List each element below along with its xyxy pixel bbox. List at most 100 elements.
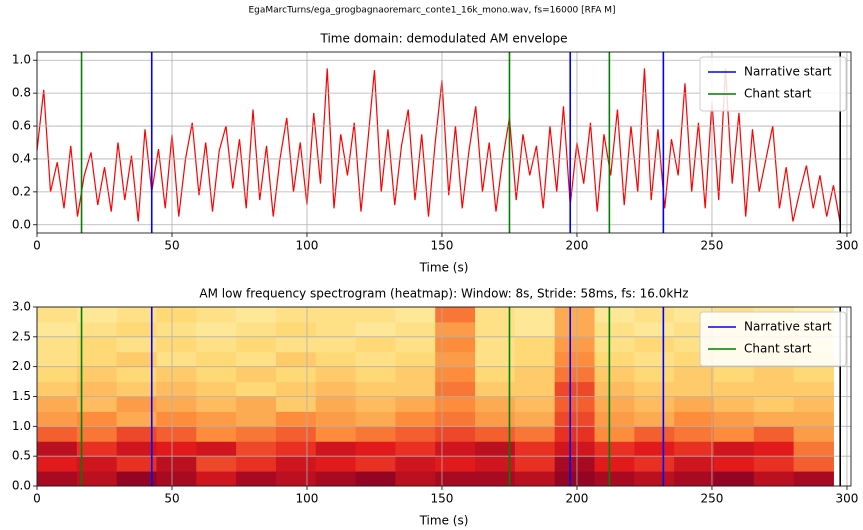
- heatmap-cell: [76, 336, 118, 353]
- heatmap-cell: [753, 366, 795, 383]
- heatmap-cell: [37, 426, 78, 442]
- heatmap-cell: [395, 456, 436, 472]
- heatmap-cell: [753, 396, 795, 412]
- heatmap-cell: [475, 441, 516, 457]
- heatmap-cell: [236, 336, 277, 353]
- heatmap-cell: [395, 381, 436, 397]
- heatmap-cell: [674, 426, 715, 442]
- heatmap-cell: [196, 351, 237, 368]
- heatmap-cell: [753, 426, 795, 442]
- heatmap-cell: [355, 426, 396, 442]
- legend-box: [699, 56, 847, 112]
- y-tick-label: 1.5: [12, 389, 31, 403]
- heatmap-cell: [554, 396, 596, 412]
- heatmap-cell: [196, 456, 237, 472]
- x-tick-label: 0: [33, 492, 41, 506]
- heatmap-cell: [395, 307, 436, 323]
- heatmap-cell: [713, 426, 755, 442]
- y-tick-label: 0.2: [12, 184, 31, 198]
- x-tick-label: 50: [164, 492, 179, 506]
- heatmap-cell: [156, 381, 197, 397]
- heatmap-cell: [236, 366, 277, 383]
- heatmap-cell: [37, 411, 78, 427]
- y-tick-label: 0.4: [12, 151, 31, 165]
- heatmap-cell: [156, 336, 197, 353]
- heatmap-cell: [514, 396, 556, 412]
- heatmap-cell: [355, 307, 396, 323]
- heatmap-cell: [236, 307, 277, 323]
- axes-frame: [36, 306, 852, 487]
- heatmap-cell: [634, 411, 675, 427]
- heatmap-cell: [514, 441, 556, 457]
- heatmap-cell: [315, 351, 357, 368]
- heatmap-cell: [435, 321, 476, 338]
- heatmap-cell: [156, 426, 197, 442]
- heatmap-cell: [475, 396, 516, 412]
- heatmap-cell: [156, 471, 197, 487]
- heatmap-cell: [355, 471, 396, 487]
- heatmap-cell: [594, 351, 635, 368]
- x-tick-label: 250: [701, 492, 724, 506]
- heatmap-cell: [674, 471, 715, 487]
- x-tick-label: 200: [566, 239, 589, 253]
- heatmap-cell: [634, 456, 675, 472]
- figure-title: EgaMarcTurns/ega_grogbagnaoremarc_conte1…: [248, 6, 615, 16]
- heatmap-cell: [435, 381, 476, 397]
- heatmap-cell: [435, 456, 476, 472]
- heatmap-cell: [713, 396, 755, 412]
- heatmap-cell: [594, 381, 635, 397]
- heatmap-cell: [753, 441, 795, 457]
- heatmap-cell: [355, 366, 396, 383]
- heatmap-cell: [76, 321, 118, 338]
- heatmap-cell: [355, 351, 396, 368]
- heatmap-cell: [236, 426, 277, 442]
- heatmap-cell: [37, 366, 78, 383]
- y-tick-label: 0.8: [12, 86, 31, 100]
- heatmap-cell: [315, 396, 357, 412]
- heatmap-cell: [37, 471, 78, 487]
- heatmap-cell: [514, 426, 556, 442]
- heatmap-cell: [315, 307, 357, 323]
- heatmap-cell: [275, 426, 317, 442]
- y-tick-label: 2.0: [12, 359, 31, 373]
- heatmap-cell: [116, 336, 157, 353]
- heatmap-cell: [275, 396, 317, 412]
- heatmap-cell: [554, 381, 596, 397]
- heatmap-cell: [196, 336, 237, 353]
- heatmap-cell: [76, 426, 118, 442]
- heatmap-cell: [395, 441, 436, 457]
- heatmap-cell: [315, 411, 357, 427]
- heatmap-cell: [315, 441, 357, 457]
- heatmap-cell: [713, 471, 755, 487]
- heatmap-cell: [475, 366, 516, 383]
- heatmap-cell: [196, 441, 237, 457]
- x-axis-label: Time (s): [419, 261, 469, 275]
- heatmap-cell: [713, 456, 755, 472]
- heatmap-cell: [435, 396, 476, 412]
- heatmap-cell: [435, 411, 476, 427]
- heatmap-cell: [236, 411, 277, 427]
- y-tick-label: 0.0: [12, 479, 31, 493]
- heatmap-cell: [116, 366, 157, 383]
- heatmap-cell: [475, 321, 516, 338]
- heatmap-cell: [315, 381, 357, 397]
- heatmap-cell: [634, 381, 675, 397]
- heatmap-cell: [315, 426, 357, 442]
- heatmap-cell: [76, 351, 118, 368]
- heatmap-cell: [116, 441, 157, 457]
- heatmap-cell: [793, 381, 834, 397]
- heatmap-cell: [753, 471, 795, 487]
- heatmap-cell: [753, 456, 795, 472]
- heatmap-cell: [196, 381, 237, 397]
- heatmap-cell: [116, 381, 157, 397]
- heatmap-cell: [395, 351, 436, 368]
- heatmap-cell: [674, 381, 715, 397]
- heatmap-cell: [156, 366, 197, 383]
- heatmap-cell: [674, 396, 715, 412]
- heatmap-cell: [76, 411, 118, 427]
- heatmap-cell: [475, 351, 516, 368]
- heatmap-cell: [594, 336, 635, 353]
- heatmap-cell: [76, 366, 118, 383]
- heatmap-cell: [236, 381, 277, 397]
- envelope-line: [36, 68, 841, 224]
